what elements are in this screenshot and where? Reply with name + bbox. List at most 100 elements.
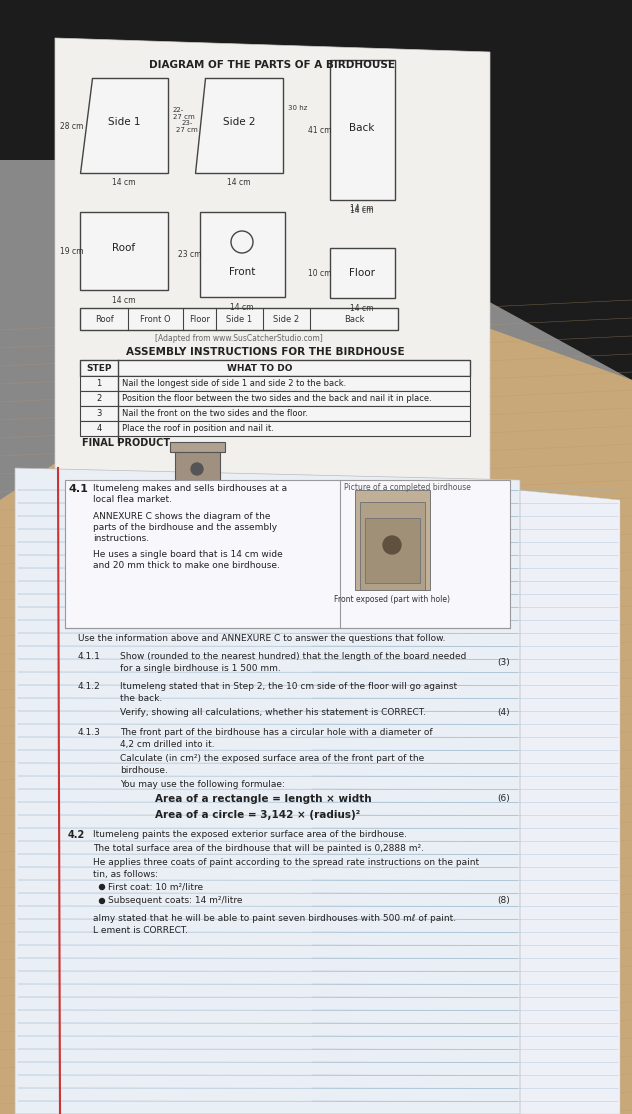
Text: 1: 1	[96, 379, 102, 388]
Bar	[80, 391, 470, 405]
Text: Itumeleng paints the exposed exterior surface area of the birdhouse.: Itumeleng paints the exposed exterior su…	[93, 830, 407, 839]
Text: 14 cm: 14 cm	[112, 178, 136, 187]
Text: 14 cm: 14 cm	[228, 178, 251, 187]
Text: Floor: Floor	[349, 268, 375, 278]
Text: Front O: Front O	[140, 314, 171, 323]
Text: (4): (4)	[497, 709, 510, 717]
Text: birdhouse.: birdhouse.	[120, 766, 168, 775]
Text: Place the roof in position and nail it.: Place the roof in position and nail it.	[122, 424, 274, 433]
Circle shape	[383, 536, 401, 554]
Text: Back: Back	[344, 314, 364, 323]
Text: You may use the following formulae:: You may use the following formulae:	[120, 780, 285, 789]
Bar	[330, 60, 395, 201]
Text: 22-
27 cm: 22- 27 cm	[173, 107, 195, 119]
Text: 23-
27 cm: 23- 27 cm	[176, 119, 198, 133]
Text: 14 cm: 14 cm	[350, 206, 374, 215]
Text: 4.1: 4.1	[68, 483, 88, 494]
Polygon shape	[15, 468, 520, 1114]
Text: Side 1: Side 1	[107, 117, 140, 127]
Text: He uses a single board that is 14 cm wide: He uses a single board that is 14 cm wid…	[93, 550, 283, 559]
Text: instructions.: instructions.	[93, 534, 149, 543]
Text: Picture of a completed birdhouse: Picture of a completed birdhouse	[344, 483, 471, 492]
Bar	[330, 248, 395, 299]
Text: Front exposed (part with hole): Front exposed (part with hole)	[334, 595, 450, 604]
Text: The total surface area of the birdhouse that will be painted is 0,2888 m².: The total surface area of the birdhouse …	[93, 844, 424, 853]
Text: He applies three coats of paint according to the spread rate instructions on the: He applies three coats of paint accordin…	[93, 858, 479, 867]
Circle shape	[99, 885, 104, 889]
Text: and 20 mm thick to make one birdhouse.: and 20 mm thick to make one birdhouse.	[93, 561, 280, 570]
Text: 19 cm: 19 cm	[60, 246, 84, 255]
Bar	[80, 377, 470, 391]
Text: 4.1.3: 4.1.3	[78, 729, 101, 737]
Text: Front: Front	[229, 267, 255, 277]
Text: Position the floor between the two sides and the back and nail it in place.: Position the floor between the two sides…	[122, 394, 432, 403]
Text: local flea market.: local flea market.	[93, 495, 172, 504]
Polygon shape	[80, 78, 168, 173]
Text: ANNEXURE C shows the diagram of the: ANNEXURE C shows the diagram of the	[93, 512, 270, 521]
Text: [Adapted from www.SusCatcherStudio.com]: [Adapted from www.SusCatcherStudio.com]	[155, 334, 323, 343]
Bar	[355, 490, 430, 590]
Text: (3): (3)	[497, 658, 510, 667]
Text: 4.2: 4.2	[68, 830, 85, 840]
Text: 30 hz: 30 hz	[288, 105, 307, 111]
Text: 4,2 cm drilled into it.: 4,2 cm drilled into it.	[120, 740, 215, 749]
Text: Itumeleng makes and sells birdhouses at a: Itumeleng makes and sells birdhouses at …	[93, 483, 287, 494]
Text: 14 cm: 14 cm	[230, 303, 254, 312]
Bar	[80, 307, 398, 330]
Text: Use the information above and ANNEXURE C to answer the questions that follow.: Use the information above and ANNEXURE C…	[78, 634, 446, 643]
Text: 14 cm: 14 cm	[112, 296, 136, 305]
Text: Area of a circle = 3,142 × (radius)²: Area of a circle = 3,142 × (radius)²	[155, 810, 360, 820]
Text: for a single birdhouse is 1 500 mm.: for a single birdhouse is 1 500 mm.	[120, 664, 281, 673]
Text: 23 cm: 23 cm	[178, 250, 202, 258]
Text: The front part of the birdhouse has a circular hole with a diameter of: The front part of the birdhouse has a ci…	[120, 729, 433, 737]
Polygon shape	[0, 0, 632, 380]
Text: STEP: STEP	[86, 363, 112, 372]
Text: Roof: Roof	[95, 314, 113, 323]
Polygon shape	[0, 260, 632, 1114]
Text: L ement is CORRECT.: L ement is CORRECT.	[93, 926, 188, 935]
Bar	[175, 452, 220, 492]
Text: 4.1.1: 4.1.1	[78, 652, 101, 661]
Text: parts of the birdhouse and the assembly: parts of the birdhouse and the assembly	[93, 522, 277, 532]
Text: Show (rounded to the nearest hundred) that the length of the board needed: Show (rounded to the nearest hundred) th…	[120, 652, 466, 661]
Circle shape	[191, 463, 203, 475]
Text: almy stated that he will be able to paint seven birdhouses with 500 mℓ of paint.: almy stated that he will be able to pain…	[93, 913, 456, 924]
Text: DIAGRAM OF THE PARTS OF A BIRDHOUSE: DIAGRAM OF THE PARTS OF A BIRDHOUSE	[149, 60, 395, 70]
Text: tin, as follows:: tin, as follows:	[93, 870, 158, 879]
Text: 28 cm: 28 cm	[60, 121, 83, 130]
Text: Nail the longest side of side 1 and side 2 to the back.: Nail the longest side of side 1 and side…	[122, 379, 346, 388]
Circle shape	[99, 899, 104, 903]
Text: 41 cm: 41 cm	[308, 126, 332, 135]
Text: WHAT TO DO: WHAT TO DO	[228, 363, 293, 372]
Bar	[80, 360, 470, 377]
Text: 14 cm: 14 cm	[350, 204, 374, 213]
Text: Subsequent coats: 14 m²/litre: Subsequent coats: 14 m²/litre	[108, 896, 243, 905]
Polygon shape	[55, 38, 490, 498]
Bar	[80, 421, 470, 436]
Text: Verify, showing all calculations, whether his statement is CORRECT.: Verify, showing all calculations, whethe…	[120, 709, 426, 717]
Text: 4: 4	[96, 424, 102, 433]
Text: Back: Back	[349, 123, 375, 133]
Text: Roof: Roof	[112, 243, 135, 253]
Bar	[175, 492, 220, 497]
Text: Side 1: Side 1	[226, 314, 253, 323]
Text: (6): (6)	[497, 794, 510, 803]
Text: 14 cm: 14 cm	[350, 304, 374, 313]
Bar	[80, 405, 470, 421]
Text: 3: 3	[96, 409, 102, 418]
Text: the back.: the back.	[120, 694, 162, 703]
Text: Floor: Floor	[189, 314, 210, 323]
Text: Calculate (in cm²) the exposed surface area of the front part of the: Calculate (in cm²) the exposed surface a…	[120, 754, 424, 763]
Text: 10 cm: 10 cm	[308, 268, 332, 277]
Bar	[200, 212, 285, 297]
Text: First coat: 10 m²/litre: First coat: 10 m²/litre	[108, 882, 203, 891]
Polygon shape	[195, 78, 283, 173]
Text: ASSEMBLY INSTRUCTIONS FOR THE BIRDHOUSE: ASSEMBLY INSTRUCTIONS FOR THE BIRDHOUSE	[126, 346, 404, 356]
Text: Nail the front on the two sides and the floor.: Nail the front on the two sides and the …	[122, 409, 308, 418]
Text: Side 2: Side 2	[222, 117, 255, 127]
Text: FINAL PRODUCT: FINAL PRODUCT	[82, 438, 170, 448]
Text: Itumeleng stated that in Step 2, the 10 cm side of the floor will go against: Itumeleng stated that in Step 2, the 10 …	[120, 682, 457, 691]
Text: 4.1.2: 4.1.2	[78, 682, 100, 691]
Bar	[65, 480, 510, 628]
Bar	[360, 502, 425, 590]
